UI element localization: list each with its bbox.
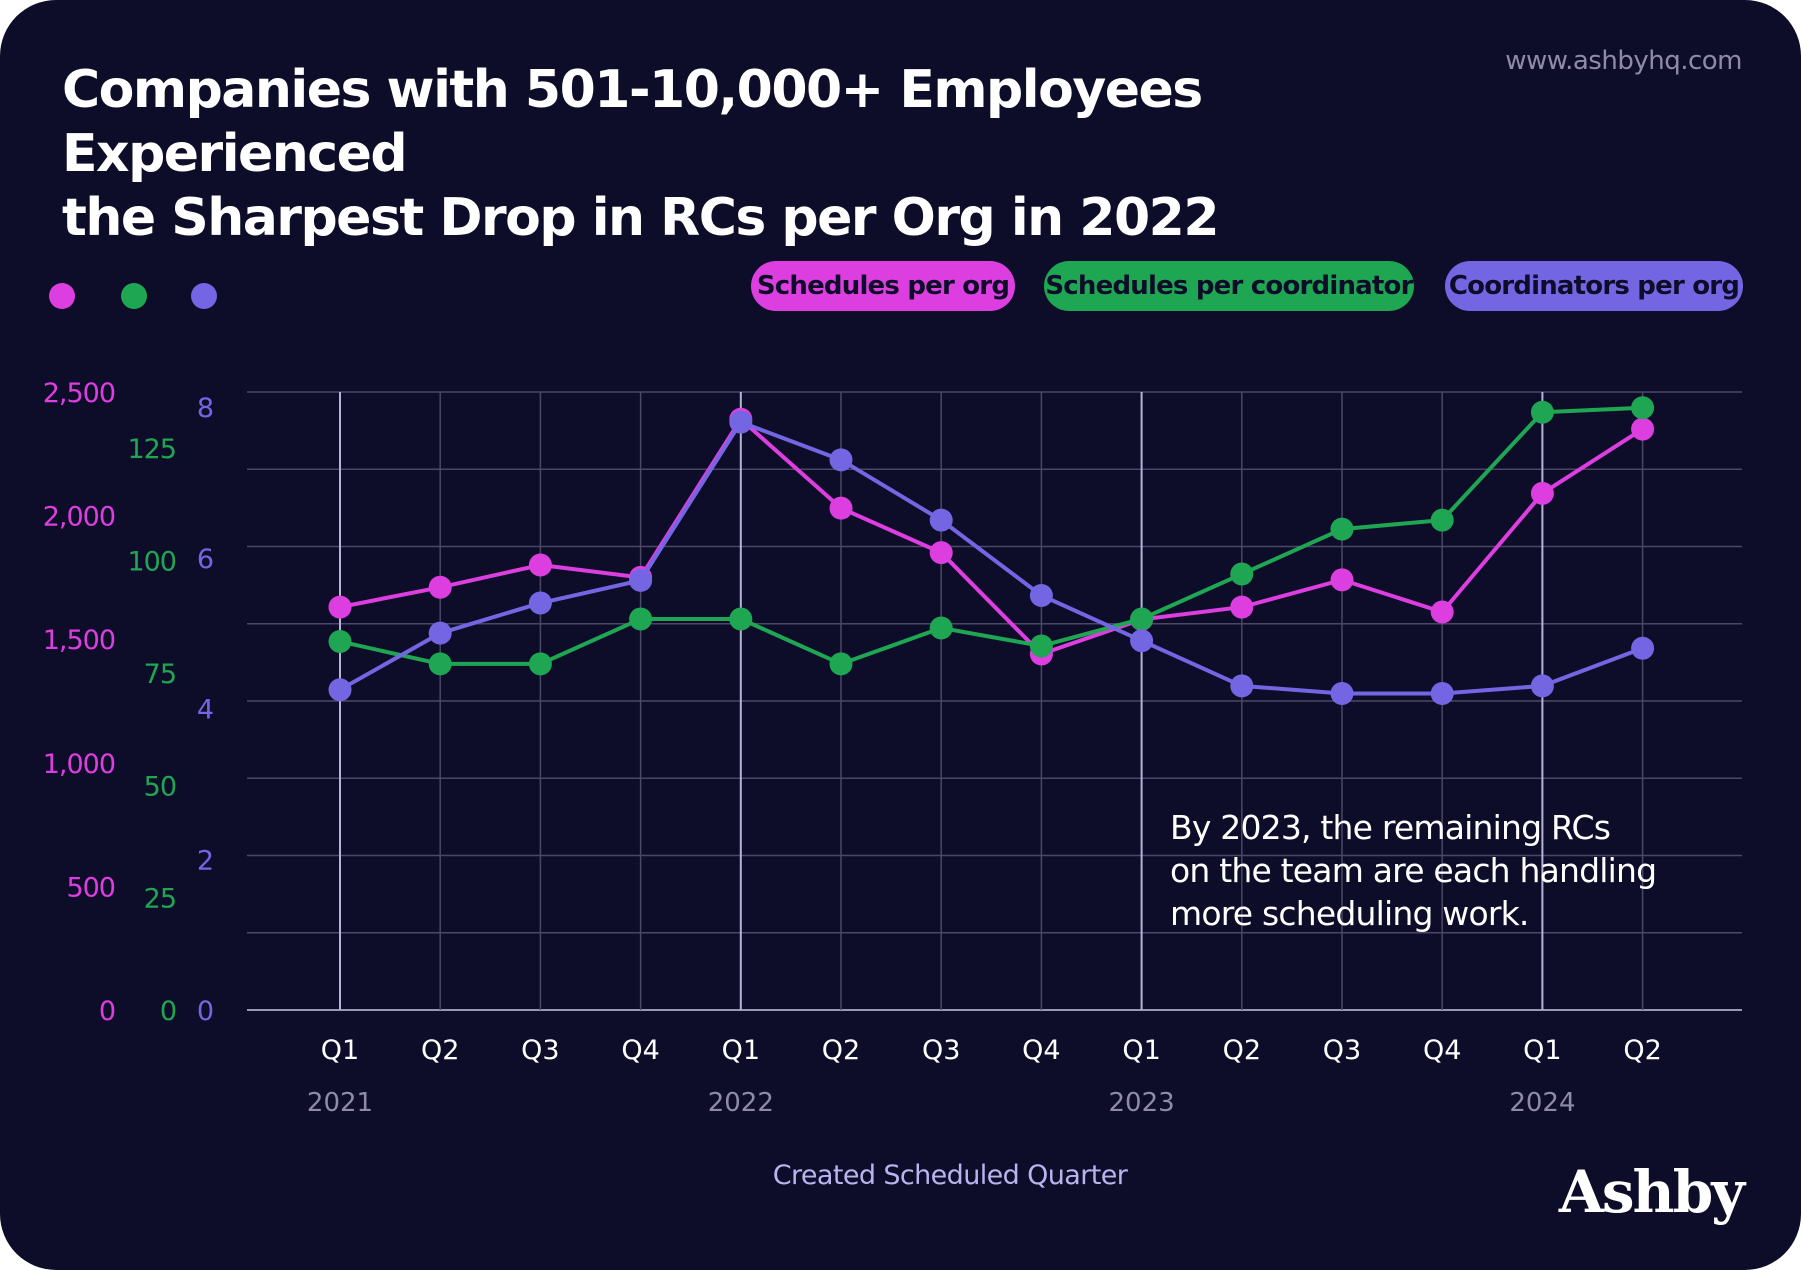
data-point-series-3 (328, 678, 352, 702)
data-point-series-1 (929, 541, 953, 565)
series-line-3 (339, 420, 1644, 696)
chart-annotation: By 2023, the remaining RCs on the team a… (1170, 806, 1690, 935)
x-tick-label: Q1 (722, 1035, 760, 1066)
data-point-series-1 (1430, 600, 1454, 624)
data-point-series-3 (929, 508, 953, 532)
data-point-series-3 (528, 591, 552, 615)
x-tick-label: Q2 (1623, 1035, 1661, 1066)
data-point-series-2 (1430, 508, 1454, 532)
y-tick-label-orgs: 2,500 (43, 378, 115, 409)
data-point-series-1 (1631, 417, 1655, 441)
y-tick-label-count: 8 (197, 393, 213, 424)
x-tick-label: Q1 (321, 1035, 359, 1066)
data-point-series-3 (1631, 636, 1655, 660)
data-point-series-2 (829, 652, 853, 676)
data-point-series-3 (1530, 674, 1554, 698)
data-point-series-2 (1631, 396, 1655, 420)
data-point-series-1 (428, 575, 452, 599)
y-tick-label-orgs: 2,000 (43, 502, 115, 533)
data-point-series-1 (1230, 595, 1254, 619)
x-tick-label: Q1 (1122, 1035, 1160, 1066)
data-point-series-1 (1530, 481, 1554, 505)
data-point-series-1 (829, 496, 853, 520)
chart-title: Companies with 501-10,000+ Employees Exp… (62, 58, 1462, 250)
data-point-series-2 (428, 652, 452, 676)
data-point-series-2 (1230, 562, 1254, 586)
y-tick-label-orgs: 0 (99, 996, 115, 1027)
y-tick-label-coord: 25 (144, 884, 176, 915)
year-label: 2024 (1509, 1088, 1575, 1118)
series-line-1 (339, 417, 1644, 657)
y-tick-label-coord: 125 (127, 434, 176, 465)
x-tick-label: Q2 (822, 1035, 860, 1066)
axis-dot-purple (191, 283, 217, 309)
y-tick-label-count: 4 (197, 695, 213, 726)
data-point-series-3 (829, 448, 853, 472)
year-label: 2023 (1109, 1088, 1175, 1118)
data-point-series-2 (328, 629, 352, 653)
annotation-line-3: more scheduling work. (1170, 894, 1529, 933)
y-tick-label-coord: 50 (144, 771, 176, 802)
y-tick-label-coord: 75 (144, 659, 176, 690)
x-tick-label: Q1 (1523, 1035, 1561, 1066)
data-point-series-3 (1430, 681, 1454, 705)
y-tick-label-orgs: 500 (66, 872, 115, 903)
data-point-series-2 (629, 607, 653, 631)
x-tick-label: Q2 (1223, 1035, 1261, 1066)
data-point-series-3 (629, 568, 653, 592)
year-label: 2021 (307, 1088, 373, 1118)
data-point-series-3 (428, 621, 452, 645)
legend-schedules-per-org: Schedules per org (751, 261, 1015, 311)
data-point-series-3 (1130, 629, 1154, 653)
data-point-series-1 (328, 595, 352, 619)
legend-schedules-per-coordinator: Schedules per coordinator (1044, 261, 1414, 311)
axis-dot-green (121, 283, 147, 309)
data-point-series-2 (1029, 634, 1053, 658)
data-point-series-3 (1029, 583, 1053, 607)
annotation-line-2: on the team are each handling (1170, 851, 1657, 890)
legend-coordinators-per-org: Coordinators per org (1445, 261, 1743, 311)
data-point-series-2 (729, 607, 753, 631)
x-tick-label: Q4 (621, 1035, 659, 1066)
data-point-series-2 (929, 616, 953, 640)
data-point-series-3 (1230, 674, 1254, 698)
series-line-2 (339, 405, 1643, 666)
y-tick-label-coord: 100 (127, 547, 176, 578)
data-point-series-2 (1330, 517, 1354, 541)
ashby-logo: Ashby (1558, 1158, 1745, 1226)
y-tick-label-orgs: 1,500 (43, 625, 115, 656)
x-tick-label: Q3 (922, 1035, 960, 1066)
website-url: www.ashbyhq.com (1505, 46, 1742, 76)
y-tick-label-count: 0 (197, 996, 213, 1027)
data-point-series-3 (729, 410, 753, 434)
y-tick-label-coord: 0 (160, 996, 176, 1027)
y-tick-label-count: 2 (197, 845, 213, 876)
data-point-series-1 (528, 553, 552, 577)
y-tick-label-orgs: 1,000 (43, 749, 115, 780)
chart-title-line-1: Companies with 501-10,000+ Employees Exp… (62, 60, 1203, 184)
x-tick-label: Q4 (1423, 1035, 1461, 1066)
annotation-line-1: By 2023, the remaining RCs (1170, 808, 1611, 847)
x-tick-label: Q3 (1323, 1035, 1361, 1066)
axis-dot-magenta (49, 283, 75, 309)
year-label: 2022 (708, 1088, 774, 1118)
data-point-series-3 (1330, 681, 1354, 705)
data-point-series-2 (528, 652, 552, 676)
data-point-series-2 (1130, 607, 1154, 631)
data-point-series-2 (1530, 400, 1554, 424)
data-point-series-1 (1330, 568, 1354, 592)
x-tick-label: Q4 (1022, 1035, 1060, 1066)
x-tick-label: Q3 (521, 1035, 559, 1066)
y-tick-label-count: 6 (197, 544, 213, 575)
chart-title-line-2: the Sharpest Drop in RCs per Org in 2022 (62, 188, 1220, 248)
x-tick-label: Q2 (421, 1035, 459, 1066)
x-axis-label: Created Scheduled Quarter (772, 1160, 1128, 1191)
